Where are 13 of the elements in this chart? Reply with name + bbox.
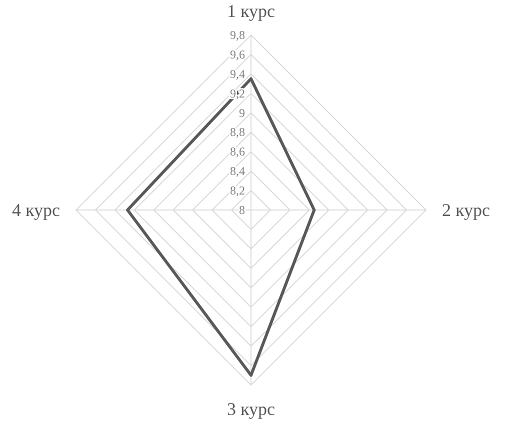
y-tick-label: 8 xyxy=(239,203,245,217)
y-tick-label: 8,6 xyxy=(230,144,245,159)
spoke-label: 3 курс xyxy=(227,399,275,419)
y-tick-label: 9,8 xyxy=(230,28,245,42)
y-tick-label: 8,2 xyxy=(230,184,245,198)
y-tick-label: 9 xyxy=(239,106,245,120)
y-tick-label: 9,6 xyxy=(230,47,245,62)
y-tick-label: 8,8 xyxy=(230,125,245,140)
spoke-label: 4 курс xyxy=(12,200,60,220)
spoke-label: 2 курс xyxy=(442,200,490,220)
spoke-label: 1 курс xyxy=(227,1,275,21)
y-tick-label: 9,4 xyxy=(230,66,245,81)
y-tick-label: 8,4 xyxy=(230,164,245,178)
